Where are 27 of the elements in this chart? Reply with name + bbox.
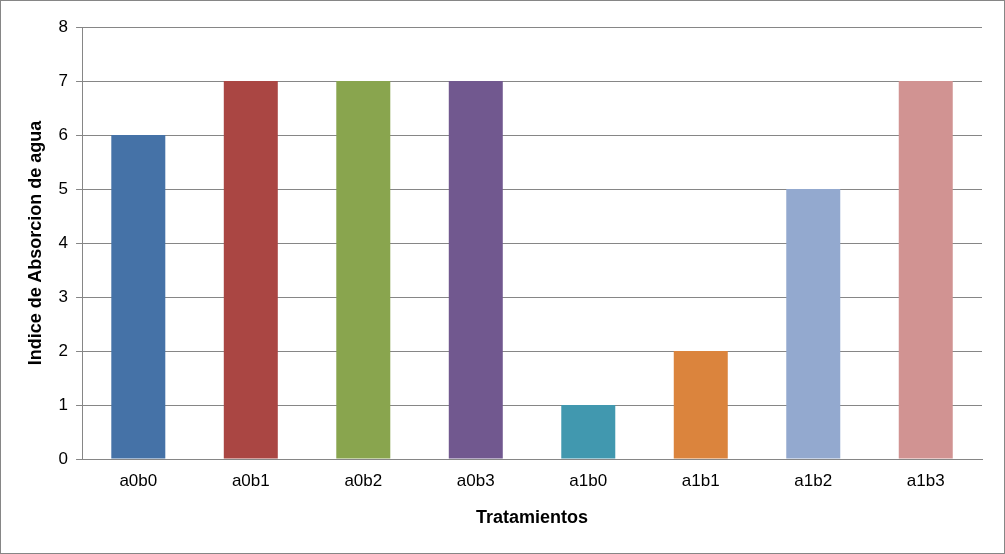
x-tick-label: a0b2 bbox=[344, 470, 383, 490]
y-tick-label: 8 bbox=[58, 16, 69, 36]
y-tick-label: 2 bbox=[58, 340, 69, 360]
y-tick-label: 7 bbox=[58, 70, 69, 90]
y-tick-label: 4 bbox=[58, 232, 69, 252]
y-tick-label: 6 bbox=[58, 124, 69, 144]
bar bbox=[448, 81, 503, 459]
bar bbox=[111, 135, 166, 459]
y-axis-title: Indice de Absorcion de agua bbox=[24, 119, 45, 366]
y-tick-label: 1 bbox=[58, 394, 69, 414]
y-tick-label: 5 bbox=[58, 178, 69, 198]
y-tick-label: 3 bbox=[58, 286, 69, 306]
x-tick-label: a1b0 bbox=[569, 470, 608, 490]
bar bbox=[673, 351, 728, 459]
x-axis-title: Tratamientos bbox=[476, 507, 589, 528]
bar bbox=[786, 189, 841, 459]
x-tick-label: a1b1 bbox=[681, 470, 720, 490]
x-tick-label: a0b0 bbox=[119, 470, 158, 490]
bar bbox=[898, 81, 953, 459]
x-tick-label: a1b3 bbox=[906, 470, 945, 490]
y-tick-label: 0 bbox=[58, 448, 69, 468]
x-tick-label: a0b3 bbox=[456, 470, 495, 490]
bar bbox=[561, 405, 616, 459]
x-tick-label: a1b2 bbox=[794, 470, 833, 490]
x-tick-label: a0b1 bbox=[231, 470, 270, 490]
bar bbox=[336, 81, 391, 459]
bar bbox=[223, 81, 278, 459]
